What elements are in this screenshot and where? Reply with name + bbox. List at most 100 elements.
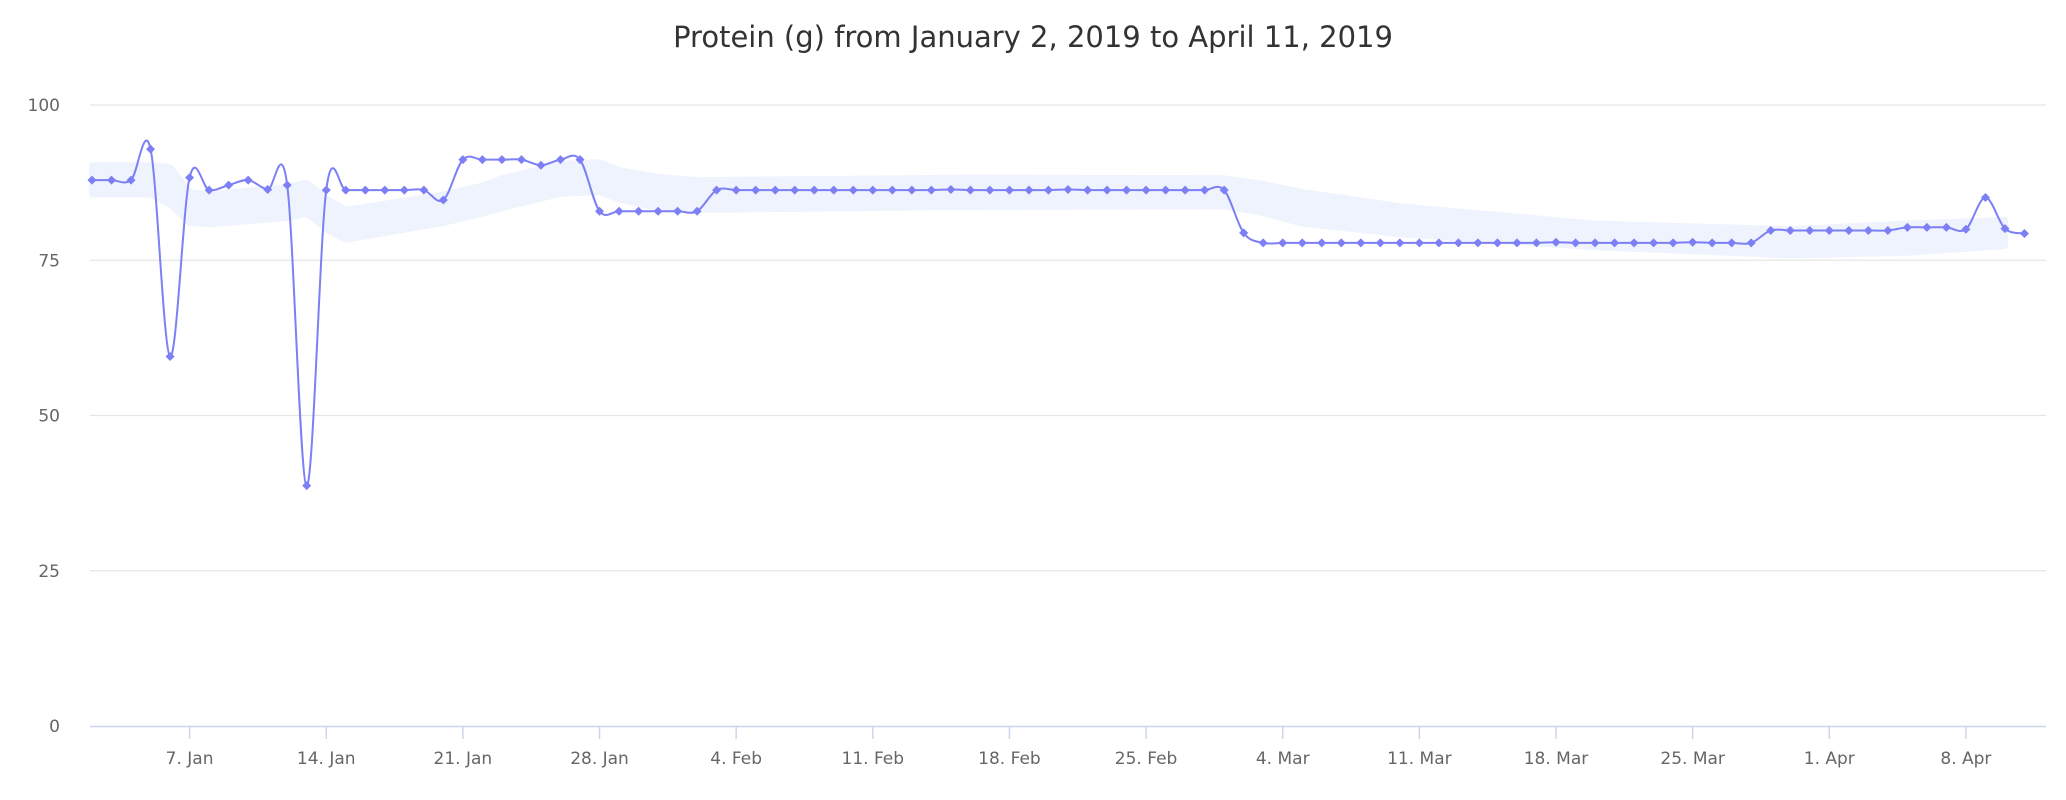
- data-point-2019-01-21[interactable]: [458, 155, 468, 165]
- data-point-2019-03-27[interactable]: [1727, 238, 1737, 248]
- data-point-2019-03-04[interactable]: [1278, 238, 1288, 248]
- data-point-2019-01-07[interactable]: [185, 173, 195, 183]
- data-point-2019-01-26[interactable]: [555, 155, 565, 165]
- data-point-2019-03-12[interactable]: [1434, 238, 1444, 248]
- data-point-2019-03-01[interactable]: [1219, 185, 1229, 195]
- data-point-2019-03-13[interactable]: [1453, 238, 1463, 248]
- data-point-2019-01-18[interactable]: [399, 185, 409, 195]
- data-point-2019-02-23[interactable]: [1102, 185, 1112, 195]
- data-point-2019-02-28[interactable]: [1200, 185, 1210, 195]
- data-point-2019-04-02[interactable]: [1844, 225, 1854, 235]
- data-point-2019-02-13[interactable]: [907, 185, 917, 195]
- data-point-2019-04-01[interactable]: [1824, 225, 1834, 235]
- data-point-2019-02-15[interactable]: [946, 184, 956, 194]
- data-point-2019-02-01[interactable]: [673, 206, 683, 216]
- data-point-2019-03-31[interactable]: [1805, 225, 1815, 235]
- data-point-2019-03-03[interactable]: [1258, 238, 1268, 248]
- data-point-2019-03-17[interactable]: [1531, 238, 1541, 248]
- data-point-2019-04-03[interactable]: [1863, 225, 1873, 235]
- data-point-2019-04-07[interactable]: [1941, 222, 1951, 232]
- data-point-2019-04-11[interactable]: [2019, 229, 2029, 239]
- data-point-2019-03-28[interactable]: [1746, 238, 1756, 248]
- data-point-2019-01-04[interactable]: [126, 175, 136, 185]
- data-point-2019-03-05[interactable]: [1297, 238, 1307, 248]
- data-point-2019-03-10[interactable]: [1395, 238, 1405, 248]
- data-point-2019-03-09[interactable]: [1375, 238, 1385, 248]
- data-point-2019-01-19[interactable]: [419, 185, 429, 195]
- data-point-2019-03-15[interactable]: [1492, 238, 1502, 248]
- data-point-2019-02-03[interactable]: [712, 185, 722, 195]
- data-point-2019-01-24[interactable]: [516, 155, 526, 165]
- data-point-2019-01-17[interactable]: [380, 185, 390, 195]
- data-point-2019-02-21[interactable]: [1063, 184, 1073, 194]
- data-point-2019-04-09[interactable]: [1980, 193, 1990, 203]
- data-point-2019-02-22[interactable]: [1083, 185, 1093, 195]
- data-point-2019-02-06[interactable]: [770, 185, 780, 195]
- data-point-2019-03-29[interactable]: [1766, 225, 1776, 235]
- data-point-2019-02-08[interactable]: [809, 185, 819, 195]
- data-point-2019-01-27[interactable]: [575, 155, 585, 165]
- data-point-2019-02-05[interactable]: [751, 185, 761, 195]
- data-point-2019-03-11[interactable]: [1414, 238, 1424, 248]
- data-point-2019-02-24[interactable]: [1122, 185, 1132, 195]
- data-point-2019-02-18[interactable]: [1004, 185, 1014, 195]
- data-point-2019-01-03[interactable]: [107, 175, 117, 185]
- data-point-2019-03-30[interactable]: [1785, 225, 1795, 235]
- data-point-2019-02-04[interactable]: [731, 185, 741, 195]
- data-point-2019-03-08[interactable]: [1356, 238, 1366, 248]
- data-point-2019-03-21[interactable]: [1610, 238, 1620, 248]
- data-point-2019-01-10[interactable]: [243, 175, 253, 185]
- data-point-2019-03-14[interactable]: [1473, 238, 1483, 248]
- data-point-2019-03-20[interactable]: [1590, 238, 1600, 248]
- data-point-2019-02-02[interactable]: [692, 206, 702, 216]
- data-point-2019-03-18[interactable]: [1551, 237, 1561, 247]
- data-point-2019-01-05[interactable]: [146, 144, 156, 154]
- data-point-2019-01-11[interactable]: [263, 184, 273, 194]
- data-point-2019-04-06[interactable]: [1922, 222, 1932, 232]
- data-point-2019-01-28[interactable]: [595, 206, 605, 216]
- data-point-2019-03-26[interactable]: [1707, 238, 1717, 248]
- data-point-2019-02-16[interactable]: [965, 185, 975, 195]
- data-point-2019-02-19[interactable]: [1024, 185, 1034, 195]
- data-point-2019-02-20[interactable]: [1043, 185, 1053, 195]
- data-point-2019-03-22[interactable]: [1629, 238, 1639, 248]
- data-point-2019-01-06[interactable]: [165, 352, 175, 362]
- data-point-2019-02-11[interactable]: [868, 185, 878, 195]
- data-point-2019-02-12[interactable]: [887, 185, 897, 195]
- data-point-2019-03-19[interactable]: [1571, 238, 1581, 248]
- data-point-2019-01-22[interactable]: [477, 155, 487, 165]
- data-point-2019-02-25[interactable]: [1141, 185, 1151, 195]
- data-point-2019-01-15[interactable]: [341, 185, 351, 195]
- data-point-2019-02-07[interactable]: [790, 185, 800, 195]
- data-point-2019-01-20[interactable]: [438, 195, 448, 205]
- data-point-2019-03-23[interactable]: [1649, 238, 1659, 248]
- data-point-2019-04-05[interactable]: [1902, 222, 1912, 232]
- data-point-2019-03-02[interactable]: [1239, 228, 1249, 238]
- data-point-2019-02-26[interactable]: [1161, 185, 1171, 195]
- data-point-2019-01-12[interactable]: [282, 180, 292, 190]
- data-point-2019-03-06[interactable]: [1317, 238, 1327, 248]
- data-point-2019-01-13[interactable]: [302, 481, 312, 491]
- data-point-2019-02-17[interactable]: [985, 185, 995, 195]
- data-point-2019-04-08[interactable]: [1961, 224, 1971, 234]
- data-point-2019-01-29[interactable]: [614, 206, 624, 216]
- data-point-2019-02-27[interactable]: [1180, 185, 1190, 195]
- data-point-2019-04-04[interactable]: [1883, 225, 1893, 235]
- data-point-2019-02-10[interactable]: [848, 185, 858, 195]
- data-point-2019-02-14[interactable]: [926, 185, 936, 195]
- data-point-2019-01-25[interactable]: [536, 160, 546, 170]
- data-point-2019-01-14[interactable]: [321, 185, 331, 195]
- data-point-2019-03-25[interactable]: [1688, 237, 1698, 247]
- data-point-2019-03-07[interactable]: [1336, 238, 1346, 248]
- data-point-2019-01-30[interactable]: [634, 206, 644, 216]
- data-point-2019-04-10[interactable]: [2000, 224, 2010, 234]
- data-point-2019-02-09[interactable]: [829, 185, 839, 195]
- data-point-2019-01-02[interactable]: [87, 175, 97, 185]
- data-point-2019-01-31[interactable]: [653, 206, 663, 216]
- data-point-2019-03-24[interactable]: [1668, 238, 1678, 248]
- data-point-2019-01-08[interactable]: [204, 185, 214, 195]
- data-point-2019-03-16[interactable]: [1512, 238, 1522, 248]
- data-point-2019-01-09[interactable]: [224, 180, 234, 190]
- data-point-2019-01-23[interactable]: [497, 155, 507, 165]
- data-point-2019-01-16[interactable]: [360, 185, 370, 195]
